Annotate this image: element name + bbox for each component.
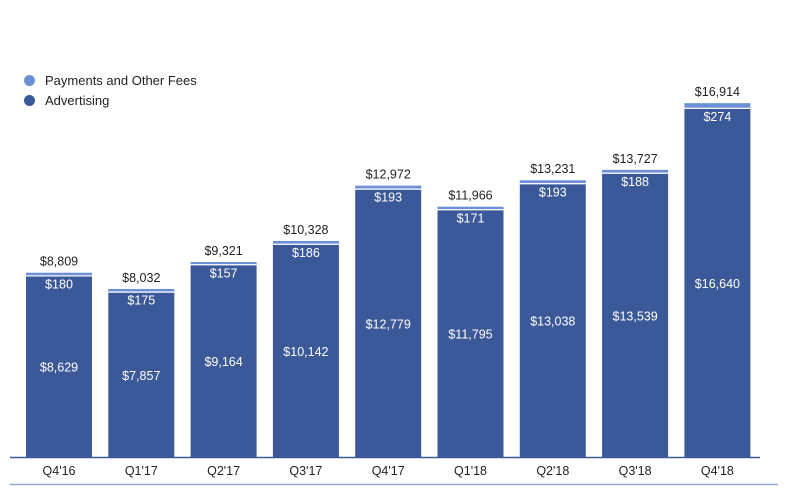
bar-advertising bbox=[26, 276, 92, 457]
payments-label: $193 bbox=[539, 185, 567, 199]
bar-payments bbox=[108, 288, 175, 293]
total-label: $8,809 bbox=[40, 255, 78, 269]
bar-advertising bbox=[519, 184, 586, 457]
x-tick-label: Q1'17 bbox=[125, 464, 158, 478]
legend: Payments and Other Fees Advertising bbox=[24, 70, 197, 110]
x-tick-label: Q3'17 bbox=[289, 464, 322, 478]
payments-label: $193 bbox=[374, 191, 402, 205]
legend-item-payments: Payments and Other Fees bbox=[24, 70, 197, 90]
bar-separator bbox=[684, 107, 751, 109]
x-tick-label: Q2'18 bbox=[536, 464, 569, 478]
bar-advertising bbox=[437, 210, 504, 457]
bar-advertising bbox=[684, 108, 751, 458]
bar-payments bbox=[684, 103, 751, 109]
advertising-label: $7,857 bbox=[122, 369, 160, 383]
bar-payments bbox=[26, 272, 92, 277]
payments-label: $186 bbox=[292, 246, 320, 260]
payments-label: $171 bbox=[457, 211, 485, 225]
advertising-label: $8,629 bbox=[40, 361, 78, 375]
bar-advertising bbox=[355, 189, 422, 458]
total-label: $13,231 bbox=[530, 162, 575, 176]
x-tick-label: Q2'17 bbox=[207, 464, 240, 478]
total-label: $16,914 bbox=[695, 85, 740, 99]
bar-payments bbox=[602, 169, 669, 174]
bar-separator bbox=[437, 209, 504, 211]
total-label: $8,032 bbox=[122, 271, 160, 285]
total-label: $10,328 bbox=[283, 223, 328, 237]
x-tick-label: Q3'18 bbox=[619, 464, 652, 478]
x-tick-label: Q4'17 bbox=[372, 464, 405, 478]
legend-swatch-advertising bbox=[24, 94, 35, 106]
total-label: $9,321 bbox=[204, 244, 242, 258]
payments-label: $180 bbox=[45, 277, 73, 291]
legend-label-payments: Payments and Other Fees bbox=[45, 72, 197, 88]
advertising-label: $10,142 bbox=[283, 345, 328, 359]
bar-advertising bbox=[272, 244, 339, 457]
advertising-label: $12,779 bbox=[366, 317, 411, 331]
payments-label: $157 bbox=[210, 266, 238, 280]
total-label: $12,972 bbox=[366, 168, 411, 182]
payments-label: $175 bbox=[127, 294, 155, 308]
bar-advertising bbox=[190, 265, 257, 457]
bar-payments bbox=[190, 262, 257, 266]
legend-item-advertising: Advertising bbox=[24, 90, 197, 110]
bar-payments bbox=[272, 240, 339, 245]
legend-label-advertising: Advertising bbox=[45, 92, 110, 108]
x-tick-label: Q4'16 bbox=[43, 464, 76, 478]
advertising-label: $13,539 bbox=[613, 309, 658, 323]
bar-separator bbox=[26, 275, 92, 277]
bar-separator bbox=[519, 183, 586, 185]
payments-label: $274 bbox=[703, 110, 731, 124]
total-label: $13,727 bbox=[613, 152, 658, 166]
advertising-label: $11,795 bbox=[448, 328, 492, 342]
payments-label: $188 bbox=[621, 175, 649, 189]
bar-separator bbox=[272, 243, 339, 245]
bar-separator bbox=[355, 188, 422, 190]
advertising-label: $13,038 bbox=[530, 315, 575, 329]
bar-payments bbox=[355, 185, 422, 190]
bar-advertising bbox=[602, 173, 669, 458]
bar-payments bbox=[519, 180, 586, 185]
bar-advertising bbox=[108, 292, 175, 457]
total-label: $11,966 bbox=[448, 189, 492, 203]
bar-separator bbox=[108, 291, 175, 293]
x-tick-label: Q4'18 bbox=[701, 464, 734, 478]
advertising-label: $16,640 bbox=[695, 277, 740, 291]
bar-separator bbox=[190, 264, 257, 266]
bar-separator bbox=[602, 172, 669, 174]
bar-payments bbox=[437, 206, 504, 211]
legend-swatch-payments bbox=[24, 74, 35, 86]
x-tick-label: Q1'18 bbox=[454, 464, 487, 478]
advertising-label: $9,164 bbox=[204, 355, 242, 369]
